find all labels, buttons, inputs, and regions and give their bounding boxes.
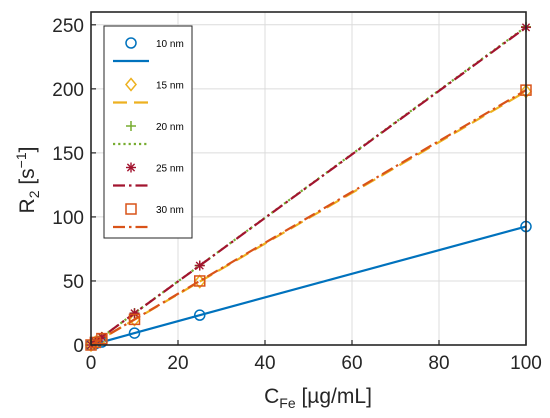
- tick-layer: 0 20 40 60 80 100 0 50 100 150 200 250: [52, 16, 542, 374]
- x-tick-label: 40: [254, 353, 275, 374]
- y-tick-label: 0: [73, 336, 84, 357]
- data-point: [194, 275, 206, 287]
- legend-label: 10 nm: [156, 39, 184, 50]
- y-tick-label: 200: [52, 80, 84, 101]
- x-tick-label: 80: [428, 353, 449, 374]
- series-line: [90, 89, 527, 346]
- x-axis-label: CFe [µg/mL]: [264, 385, 372, 411]
- legend-item: 30 nm: [113, 203, 184, 229]
- data-point: [128, 313, 141, 326]
- data-point: [128, 327, 141, 339]
- legend: 10 nm 15 nm 20 nm 25 nm 30 nm: [103, 25, 193, 239]
- legend-item: 20 nm: [113, 121, 184, 146]
- data-point: [125, 203, 137, 215]
- data-point: [129, 308, 140, 319]
- y-axis-label: R2 [s−1]: [13, 147, 42, 214]
- data-point: [194, 260, 205, 271]
- data-point: [96, 332, 108, 345]
- x-tick-label: 0: [86, 353, 97, 374]
- legend-item: 10 nm: [113, 37, 184, 63]
- y-tick-label: 250: [52, 16, 84, 37]
- legend-item: 15 nm: [113, 77, 184, 104]
- legend-label: 25 nm: [156, 164, 184, 175]
- series-0: [85, 220, 532, 351]
- y-tick-label: 150: [52, 144, 84, 165]
- legend-label: 20 nm: [156, 122, 184, 133]
- legend-label: 15 nm: [156, 81, 184, 92]
- data-point: [125, 37, 137, 49]
- y-tick-label: 50: [63, 272, 84, 293]
- data-point: [194, 309, 206, 321]
- data-point: [126, 162, 136, 173]
- data-point: [126, 121, 136, 131]
- legend-item: 25 nm: [113, 162, 184, 187]
- data-point: [125, 77, 137, 92]
- y-tick-label: 100: [52, 208, 84, 229]
- x-tick-label: 20: [167, 353, 188, 374]
- plot-frame: [90, 11, 527, 346]
- x-tick-label: 60: [341, 353, 362, 374]
- series-layer: [85, 21, 532, 353]
- series-line: [90, 225, 527, 347]
- legend-label: 30 nm: [156, 205, 184, 216]
- x-tick-label: 100: [510, 353, 542, 374]
